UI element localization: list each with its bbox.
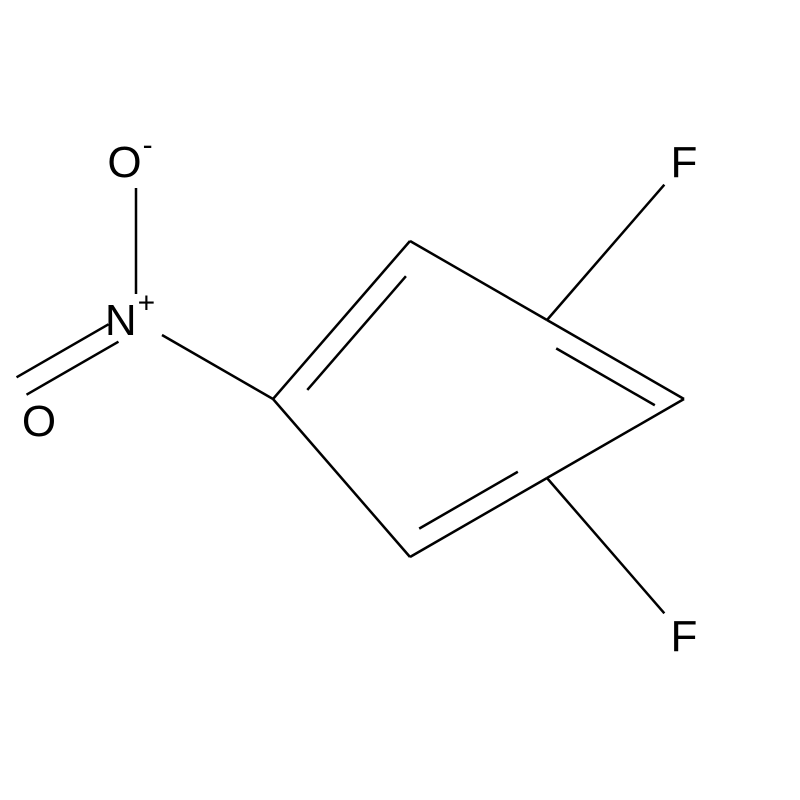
bond <box>410 241 547 320</box>
bond <box>273 241 410 399</box>
bond <box>547 185 664 320</box>
bond <box>547 478 664 613</box>
oxygen-minus-label: O- <box>107 128 152 187</box>
bond <box>547 320 684 399</box>
molecule-canvas: F F N+ O- O <box>0 0 800 800</box>
bond <box>556 348 655 405</box>
bond <box>307 276 406 390</box>
bonds-layer <box>17 185 684 614</box>
atoms-layer: F F N+ O- O <box>22 128 698 661</box>
nitrogen-label: N+ <box>105 286 155 345</box>
bond <box>547 399 684 478</box>
bond <box>17 324 109 377</box>
bond <box>419 472 518 529</box>
bond <box>273 399 410 557</box>
fluorine-top-label: F <box>671 138 698 187</box>
fluorine-bottom-label: F <box>671 612 698 661</box>
bond <box>162 335 273 399</box>
oxygen-double-label: O <box>22 397 56 446</box>
bond <box>27 342 119 395</box>
bond <box>410 478 547 557</box>
